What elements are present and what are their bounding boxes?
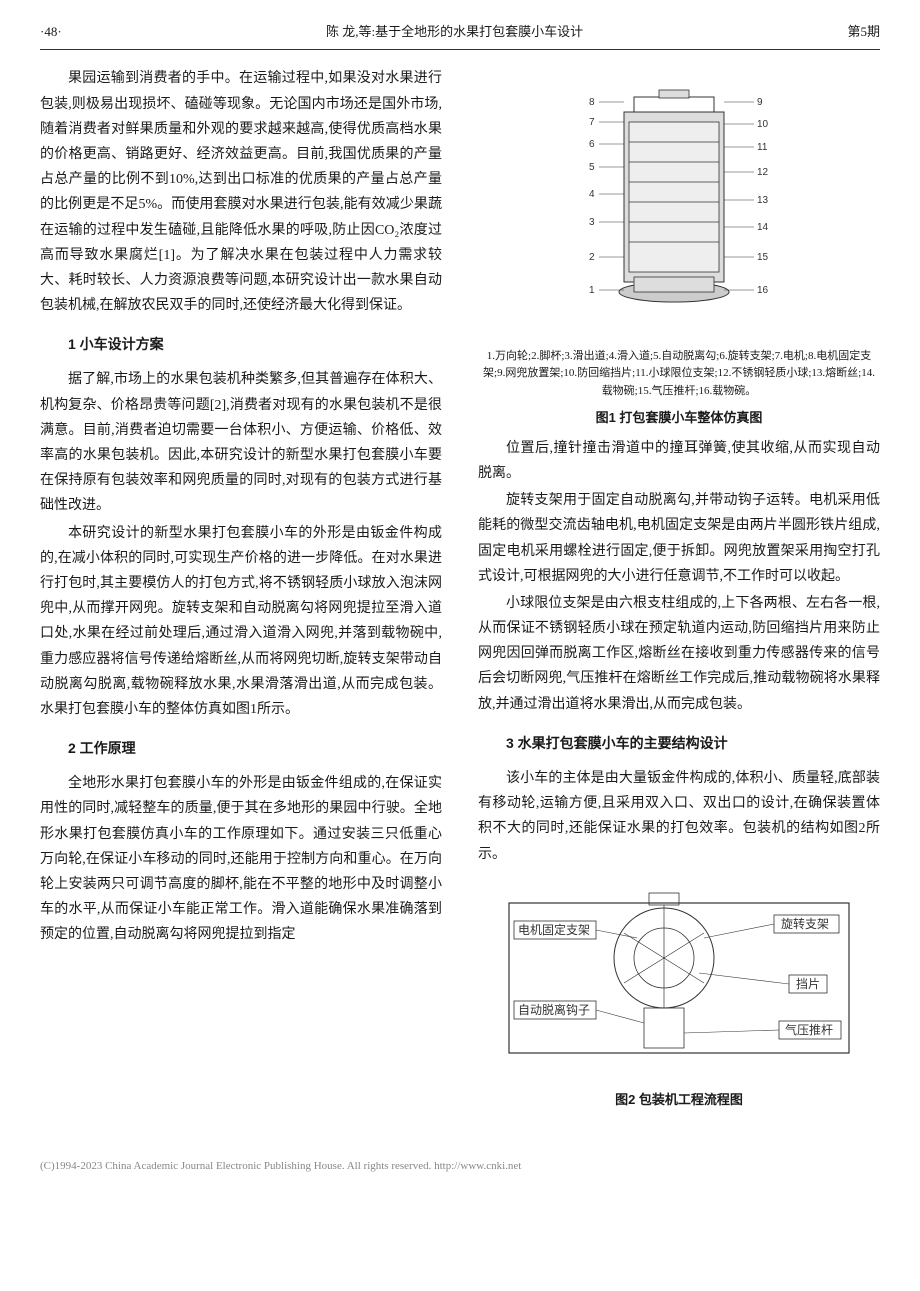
- col2-p1: 位置后,撞针撞击滑道中的撞耳弹簧,使其收缩,从而实现自动脱离。: [478, 436, 880, 486]
- sec2-p1: 全地形水果打包套膜小车的外形是由钣金件组成的,在保证实用性的同时,减轻整车的质量…: [40, 771, 442, 947]
- figure-1-caption: 图1 打包套膜小车整体仿真图: [478, 406, 880, 429]
- fig1-label-1: 1: [589, 285, 595, 296]
- fig1-label-4: 4: [589, 189, 595, 200]
- left-column: 果园运输到消费者的手中。在运输过程中,如果没对水果进行包装,则极易出现损坏、磕碰…: [40, 66, 442, 1117]
- header-title: 陈 龙,等:基于全地形的水果打包套膜小车设计: [62, 20, 848, 43]
- section-3-title: 3 水果打包套膜小车的主要结构设计: [506, 731, 880, 756]
- fig2-label-rotary: 旋转支架: [781, 916, 829, 931]
- fig1-label-10: 10: [757, 119, 769, 130]
- sec1-p1: 据了解,市场上的水果包装机种类繁多,但其普遍存在体积大、机构复杂、价格昂贵等问题…: [40, 367, 442, 518]
- page-number: ·48·: [40, 20, 62, 43]
- col2-p2: 旋转支架用于固定自动脱离勾,并带动钩子运转。电机采用低能耗的微型交流齿轴电机,电…: [478, 488, 880, 589]
- fig1-label-5: 5: [589, 162, 595, 173]
- fig1-label-2: 2: [589, 252, 595, 263]
- figure-1: 8 7 6 5 4 3 2 1 9 10 11 12 13 14: [478, 72, 880, 429]
- figure-2: 电机固定支架 旋转支架 自动脱离钩子 挡片 气压推杆 图2 包装机工程: [478, 873, 880, 1112]
- fig1-label-14: 14: [757, 222, 769, 233]
- fig1-label-3: 3: [589, 217, 595, 228]
- fig1-label-11: 11: [757, 142, 768, 153]
- right-column: 8 7 6 5 4 3 2 1 9 10 11 12 13 14: [478, 66, 880, 1117]
- fig1-label-9: 9: [757, 97, 763, 108]
- figure-2-caption: 图2 包装机工程流程图: [478, 1088, 880, 1111]
- fig1-label-13: 13: [757, 195, 769, 206]
- figure-1-parts: 1.万向轮;2.脚杯;3.滑出道;4.滑入道;5.自动脱离勾;6.旋转支架;7.…: [478, 348, 880, 401]
- fig1-label-6: 6: [589, 139, 595, 150]
- fig1-label-15: 15: [757, 252, 769, 263]
- sec1-p2: 本研究设计的新型水果打包套膜小车的外形是由钣金件构成的,在减小体积的同时,可实现…: [40, 521, 442, 723]
- fig2-label-motor: 电机固定支架: [518, 922, 590, 937]
- fig1-label-7: 7: [589, 117, 595, 128]
- fig1-label-12: 12: [757, 167, 769, 178]
- page-header: ·48· 陈 龙,等:基于全地形的水果打包套膜小车设计 第5期: [40, 20, 880, 50]
- section-1-title: 1 小车设计方案: [68, 332, 442, 357]
- fig1-label-16: 16: [757, 285, 769, 296]
- figure-1-svg: 8 7 6 5 4 3 2 1 9 10 11 12 13 14: [529, 72, 829, 332]
- figure-2-svg: 电机固定支架 旋转支架 自动脱离钩子 挡片 气压推杆: [489, 873, 869, 1073]
- fig1-label-8: 8: [589, 97, 595, 108]
- fig2-label-hook: 自动脱离钩子: [518, 1002, 590, 1017]
- fig2-label-stopper: 挡片: [796, 977, 820, 991]
- issue-number: 第5期: [847, 20, 880, 43]
- page-footer: (C)1994-2023 China Academic Journal Elec…: [40, 1157, 880, 1177]
- main-columns: 果园运输到消费者的手中。在运输过程中,如果没对水果进行包装,则极易出现损坏、磕碰…: [40, 66, 880, 1117]
- col2-p3: 小球限位支架是由六根支柱组成的,上下各两根、左右各一根,从而保证不锈钢轻质小球在…: [478, 591, 880, 717]
- intro-p1: 果园运输到消费者的手中。在运输过程中,如果没对水果进行包装,则极易出现损坏、磕碰…: [40, 66, 442, 318]
- section-2-title: 2 工作原理: [68, 736, 442, 761]
- col2-p4: 该小车的主体是由大量钣金件构成的,体积小、质量轻,底部装有移动轮,运输方便,且采…: [478, 766, 880, 867]
- fig2-label-air: 气压推杆: [785, 1022, 833, 1037]
